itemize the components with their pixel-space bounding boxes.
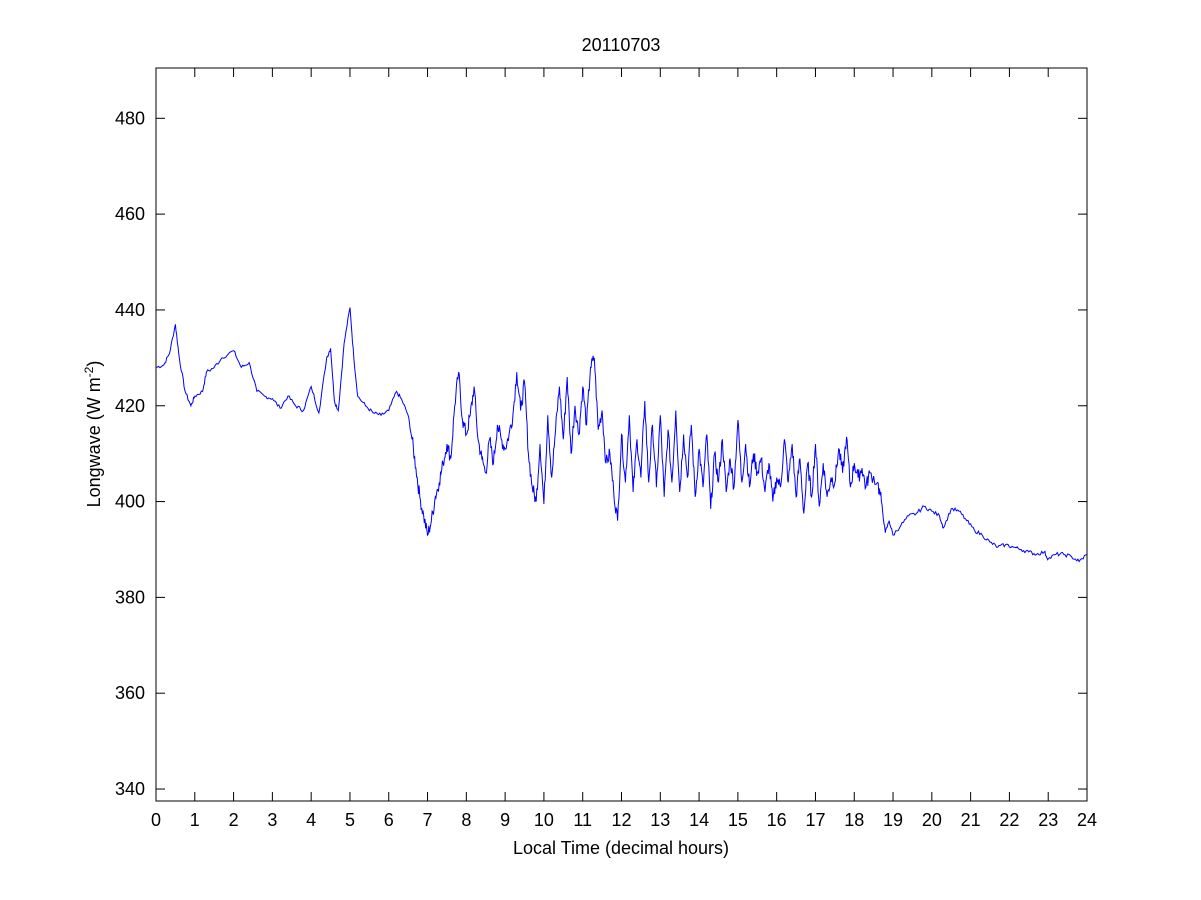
- x-tick-label: 8: [461, 810, 471, 830]
- x-tick-label: 2: [229, 810, 239, 830]
- x-tick-label: 9: [500, 810, 510, 830]
- x-tick-label: 10: [534, 810, 554, 830]
- x-tick-label: 22: [999, 810, 1019, 830]
- x-tick-label: 0: [151, 810, 161, 830]
- y-tick-label: 400: [115, 492, 145, 512]
- x-tick-label: 7: [423, 810, 433, 830]
- x-tick-label: 13: [650, 810, 670, 830]
- y-axis-label-end: ): [84, 361, 104, 367]
- x-tick-label: 14: [689, 810, 709, 830]
- y-axis-label-superscript: -2: [82, 366, 96, 377]
- x-tick-label: 21: [961, 810, 981, 830]
- chart-title: 20110703: [582, 35, 661, 55]
- y-tick-label: 360: [115, 683, 145, 703]
- x-tick-label: 6: [384, 810, 394, 830]
- x-tick-label: 1: [190, 810, 200, 830]
- y-tick-label: 440: [115, 300, 145, 320]
- y-tick-label: 420: [115, 396, 145, 416]
- x-tick-label: 16: [767, 810, 787, 830]
- y-axis-label-main: Longwave (W m: [84, 377, 104, 507]
- x-tick-label: 3: [267, 810, 277, 830]
- x-axis-label: Local Time (decimal hours): [513, 838, 729, 858]
- y-tick-label: 460: [115, 204, 145, 224]
- x-tick-label: 15: [728, 810, 748, 830]
- x-tick-label: 5: [345, 810, 355, 830]
- plot-frame: [155, 67, 1088, 802]
- x-tick-label: 11: [573, 810, 592, 830]
- x-tick-label: 18: [844, 810, 864, 830]
- y-axis-label: Longwave (W m-2): [82, 361, 104, 508]
- y-tick-label: 340: [115, 779, 145, 799]
- axis-ticks: 0 1 2 3 4 5 6 7 8 9 10 11 12 13 14 15 16 17 18 19 20 21 22 23 24…: [115, 68, 1097, 830]
- x-tick-label: 20: [922, 810, 942, 830]
- y-tick-label: 480: [115, 108, 145, 128]
- x-tick-label: 17: [805, 810, 825, 830]
- x-tick-label: 23: [1038, 810, 1058, 830]
- x-tick-label: 19: [883, 810, 903, 830]
- x-tick-label: 12: [611, 810, 631, 830]
- longwave-series-line: [155, 307, 1088, 563]
- x-tick-label: 24: [1077, 810, 1097, 830]
- y-tick-label: 380: [115, 587, 145, 607]
- x-tick-label: 4: [306, 810, 316, 830]
